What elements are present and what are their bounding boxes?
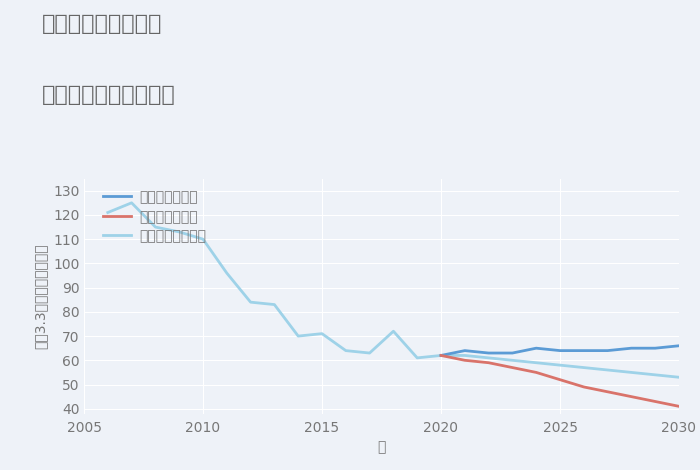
バッドシナリオ: [651, 399, 659, 404]
Legend: グッドシナリオ, バッドシナリオ, ノーマルシナリオ: グッドシナリオ, バッドシナリオ, ノーマルシナリオ: [103, 190, 206, 243]
バッドシナリオ: [556, 377, 564, 383]
ノーマルシナリオ: [532, 360, 540, 366]
ノーマルシナリオ: [651, 372, 659, 378]
グッドシナリオ: [437, 352, 445, 358]
X-axis label: 年: 年: [377, 440, 386, 454]
ノーマルシナリオ: [580, 365, 588, 370]
バッドシナリオ: [508, 365, 517, 370]
グッドシナリオ: [484, 350, 493, 356]
ノーマルシナリオ: [556, 362, 564, 368]
Line: グッドシナリオ: グッドシナリオ: [441, 346, 679, 355]
グッドシナリオ: [556, 348, 564, 353]
バッドシナリオ: [532, 369, 540, 375]
グッドシナリオ: [508, 350, 517, 356]
バッドシナリオ: [603, 389, 612, 395]
Text: 岐阜県下呂市焼石の: 岐阜県下呂市焼石の: [42, 14, 162, 34]
グッドシナリオ: [603, 348, 612, 353]
ノーマルシナリオ: [603, 367, 612, 373]
グッドシナリオ: [461, 348, 469, 353]
Text: 中古戸建ての価格推移: 中古戸建ての価格推移: [42, 85, 176, 105]
バッドシナリオ: [484, 360, 493, 366]
ノーマルシナリオ: [461, 352, 469, 358]
Line: ノーマルシナリオ: ノーマルシナリオ: [441, 355, 679, 377]
バッドシナリオ: [437, 352, 445, 358]
バッドシナリオ: [580, 384, 588, 390]
バッドシナリオ: [675, 404, 683, 409]
ノーマルシナリオ: [508, 358, 517, 363]
ノーマルシナリオ: [484, 355, 493, 360]
Line: バッドシナリオ: バッドシナリオ: [441, 355, 679, 407]
バッドシナリオ: [461, 358, 469, 363]
グッドシナリオ: [651, 345, 659, 351]
グッドシナリオ: [580, 348, 588, 353]
ノーマルシナリオ: [437, 352, 445, 358]
グッドシナリオ: [532, 345, 540, 351]
グッドシナリオ: [627, 345, 636, 351]
バッドシナリオ: [627, 394, 636, 399]
Y-axis label: 坪（3.3㎡）単価（万円）: 坪（3.3㎡）単価（万円）: [34, 243, 48, 349]
ノーマルシナリオ: [627, 369, 636, 375]
ノーマルシナリオ: [675, 375, 683, 380]
グッドシナリオ: [675, 343, 683, 349]
